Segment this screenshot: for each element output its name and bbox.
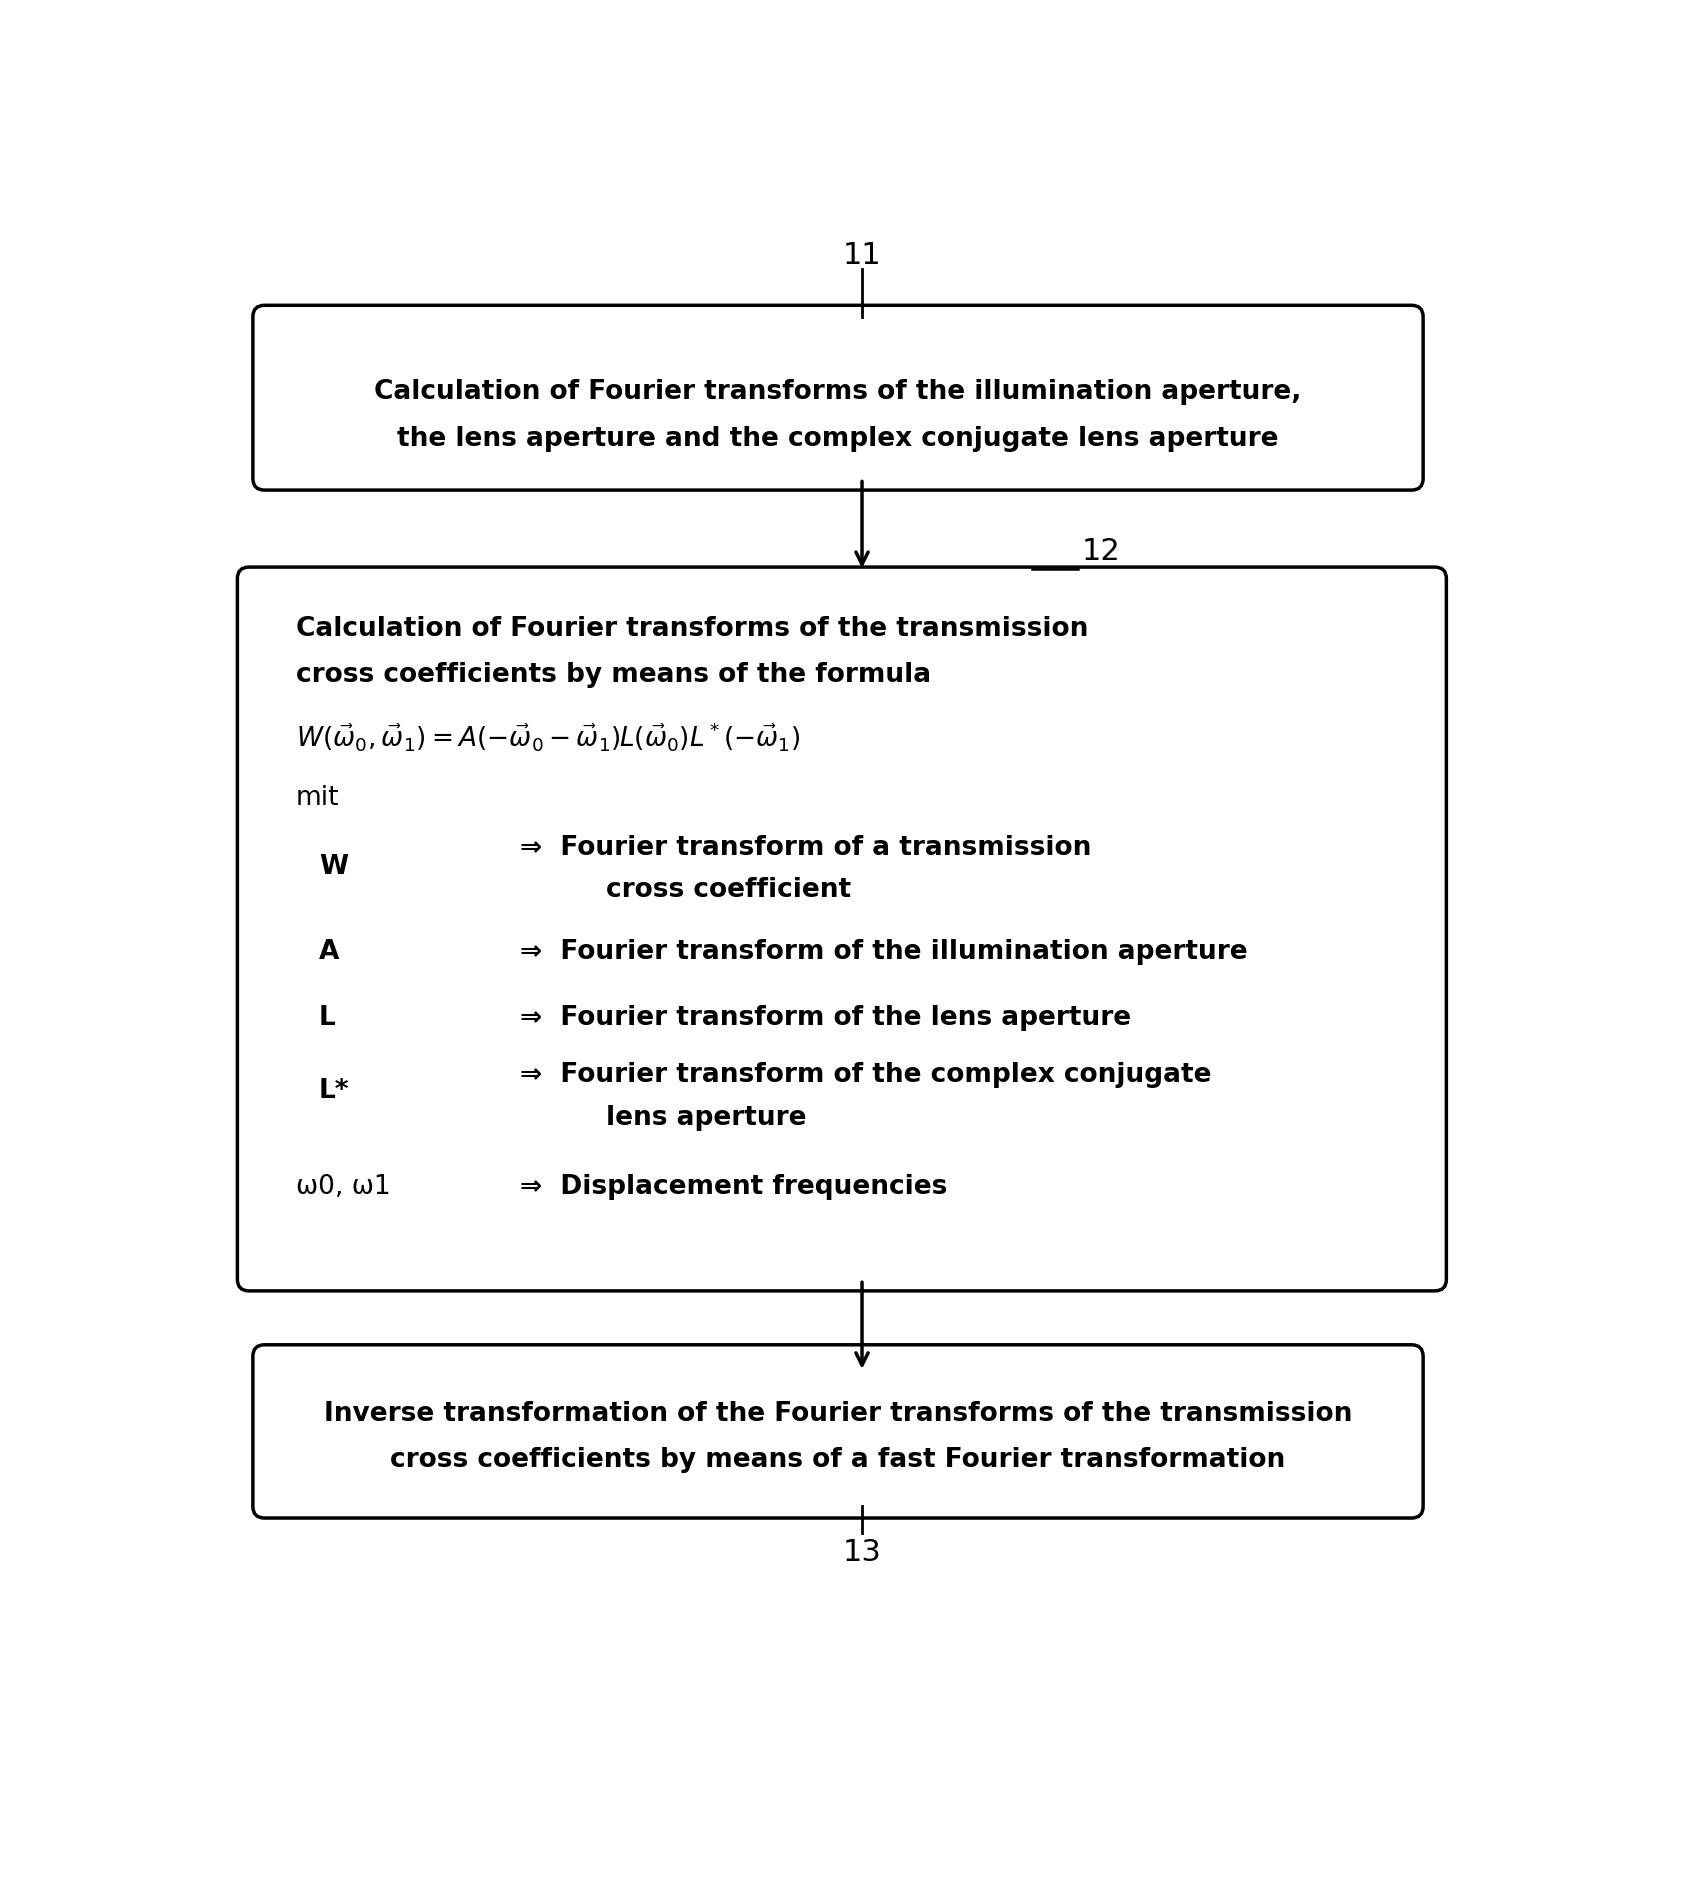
Text: 13: 13 <box>843 1538 881 1568</box>
Text: 11: 11 <box>843 241 881 269</box>
Text: W: W <box>320 855 348 880</box>
Text: ⇒  Fourier transform of the complex conjugate: ⇒ Fourier transform of the complex conju… <box>520 1062 1211 1088</box>
Text: the lens aperture and the complex conjugate lens aperture: the lens aperture and the complex conjug… <box>397 425 1278 451</box>
Text: cross coefficients by means of a fast Fourier transformation: cross coefficients by means of a fast Fo… <box>390 1447 1285 1473</box>
Text: $W(\vec{\omega}_0,\vec{\omega}_1)=A(-\vec{\omega}_0-\vec{\omega}_1)L(\vec{\omega: $W(\vec{\omega}_0,\vec{\omega}_1)=A(-\ve… <box>296 720 801 753</box>
Text: Inverse transformation of the Fourier transforms of the transmission: Inverse transformation of the Fourier tr… <box>325 1401 1352 1428</box>
Text: L*: L* <box>320 1077 350 1103</box>
Text: ⇒  Fourier transform of the illumination aperture: ⇒ Fourier transform of the illumination … <box>520 939 1248 965</box>
Text: cross coefficients by means of the formula: cross coefficients by means of the formu… <box>296 662 930 688</box>
Text: A: A <box>320 939 340 965</box>
Text: 12: 12 <box>1082 537 1120 567</box>
Text: cross coefficient: cross coefficient <box>606 878 851 904</box>
FancyBboxPatch shape <box>252 1344 1423 1519</box>
Text: Calculation of Fourier transforms of the transmission: Calculation of Fourier transforms of the… <box>296 616 1088 641</box>
Text: L: L <box>320 1005 335 1031</box>
Text: ω0, ω1: ω0, ω1 <box>296 1174 390 1200</box>
Text: lens aperture: lens aperture <box>606 1105 806 1130</box>
Text: mit: mit <box>296 785 340 811</box>
FancyBboxPatch shape <box>252 305 1423 489</box>
Text: ⇒  Fourier transform of a transmission: ⇒ Fourier transform of a transmission <box>520 834 1092 861</box>
Text: Calculation of Fourier transforms of the illumination aperture,: Calculation of Fourier transforms of the… <box>375 379 1302 404</box>
FancyBboxPatch shape <box>237 567 1447 1291</box>
Text: ⇒  Displacement frequencies: ⇒ Displacement frequencies <box>520 1174 947 1200</box>
Text: ⇒  Fourier transform of the lens aperture: ⇒ Fourier transform of the lens aperture <box>520 1005 1132 1031</box>
